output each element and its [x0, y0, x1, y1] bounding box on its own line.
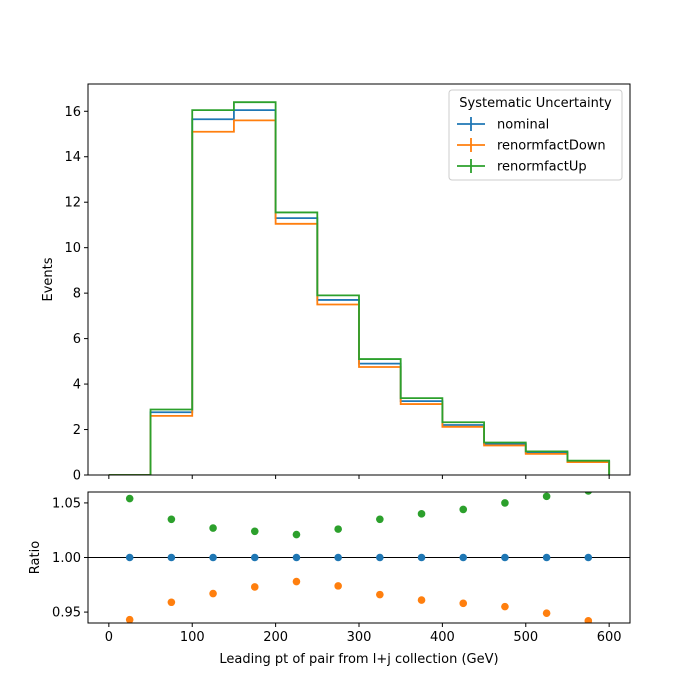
ratio-point: [334, 525, 342, 533]
ratio-point: [250, 553, 259, 562]
ratio-point: [417, 596, 426, 604]
ratio-xtick-label: 200: [263, 630, 288, 645]
ratio-point: [250, 583, 259, 591]
main-frame: [87, 83, 631, 476]
main-ytick-label: 4: [73, 378, 81, 393]
ratio-xtick-label: 400: [430, 630, 455, 645]
main-ytick-label: 10: [64, 241, 81, 256]
ratio-point: [292, 530, 301, 539]
step-line-renormfactUp: [108, 101, 611, 475]
ratio-ylabel: Ratio: [28, 541, 43, 574]
ratio-xtick-label: 0: [105, 630, 113, 645]
main-panel: 0 2 4 6 8 10 12 14 16 Events Systematic Uncertai…: [41, 83, 631, 484]
ratio-point: [584, 553, 593, 562]
ratio-point: [334, 553, 342, 562]
ratio-point: [542, 609, 551, 617]
ratio-point: [459, 599, 468, 608]
ratio-ytick-label: 1.00: [52, 551, 81, 566]
main-ylabel: Events: [41, 257, 56, 301]
ratio-points-renormfactDown: [125, 577, 593, 623]
ratio-point: [250, 527, 259, 536]
ratio-point: [501, 602, 509, 611]
ratio-point: [167, 515, 176, 524]
legend-entry-renormfactDown: renormfactDown: [457, 138, 606, 154]
ratio-point: [376, 553, 384, 562]
ratio-point: [209, 524, 217, 532]
ratio-panel: 0.95 1.00 1.05 0 100 200 300 400 500 600 Ratio L…: [28, 491, 631, 667]
ratio-point: [292, 577, 301, 586]
ratio-point: [542, 492, 551, 501]
ratio-point: [417, 553, 426, 562]
ratio-point: [209, 553, 217, 562]
ratio-point: [501, 499, 509, 507]
ratio-point: [542, 553, 551, 562]
ratio-point: [125, 553, 134, 562]
main-ytick-label: 14: [64, 150, 81, 165]
ratio-point: [417, 510, 426, 518]
ratio-xtick-label: 500: [513, 630, 538, 645]
ratio-xtick-label: 300: [347, 630, 372, 645]
ratio-ytick-label: 1.05: [52, 496, 81, 511]
main-ytick-label: 0: [73, 469, 81, 484]
ratio-point: [584, 617, 593, 623]
legend-entry-nominal: nominal: [457, 117, 549, 133]
ratio-point: [459, 505, 468, 514]
ratio-point: [209, 589, 217, 598]
legend-title: Systematic Uncertainty: [459, 96, 612, 111]
legend: Systematic Uncertainty nominal renormfact…: [448, 89, 623, 181]
ratio-point: [459, 553, 468, 562]
main-ytick-label: 8: [73, 287, 81, 302]
ratio-point: [292, 553, 301, 562]
ratio-point: [125, 615, 134, 623]
ratio-point: [376, 590, 384, 599]
legend-label: nominal: [497, 118, 549, 133]
legend-entry-renormfactUp: renormfactUp: [457, 159, 587, 175]
ratio-xlabel: Leading pt of pair from l+j collection (…: [219, 652, 498, 667]
ratio-xtick-label: 100: [180, 630, 205, 645]
ratio-xtick-label: 600: [597, 630, 622, 645]
ratio-point: [376, 515, 384, 524]
ratio-point: [334, 582, 342, 590]
series-renormfactUp: [108, 101, 611, 475]
ratio-frame: [87, 491, 631, 624]
main-ytick-label: 16: [64, 105, 81, 120]
main-ytick-label: 2: [73, 423, 81, 438]
legend-label: renormfactDown: [497, 139, 606, 154]
main-ytick-label: 6: [73, 332, 81, 347]
ratio-point: [125, 494, 134, 503]
ratio-ytick-label: 0.95: [52, 606, 81, 621]
ratio-point: [501, 553, 509, 562]
ratio-points-renormfactUp: [125, 492, 592, 539]
legend-label: renormfactUp: [497, 160, 587, 175]
ratio-point: [167, 553, 176, 562]
main-ytick-label: 12: [64, 196, 81, 211]
ratio-point: [167, 598, 176, 607]
legend-box: [448, 89, 623, 181]
ratio-point: [584, 492, 592, 495]
ratio-points-nominal: [125, 553, 593, 562]
